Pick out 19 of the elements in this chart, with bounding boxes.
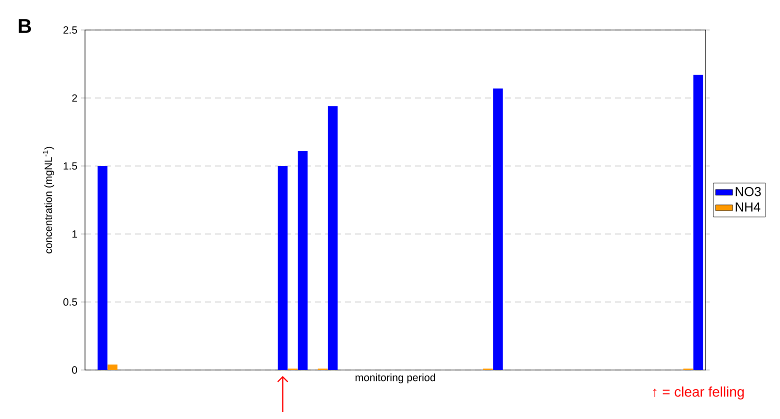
- y-tick-label: 1: [72, 230, 77, 238]
- x-axis-title: monitoring period: [356, 374, 436, 384]
- y-tick-label: 1.5: [64, 162, 78, 170]
- bar: [328, 106, 338, 370]
- bar: [278, 166, 288, 370]
- bar: [493, 88, 503, 370]
- text: ↑ = clear felling: [653, 386, 744, 400]
- legend-label: NH4: [736, 202, 760, 212]
- y-axis-title: concentration (mgNL$^{-1}$): [42, 146, 54, 254]
- y-tick-label: 0: [72, 366, 78, 374]
- y-tick-label: 2: [72, 94, 77, 102]
- y-tick-label: 2.5: [63, 26, 78, 34]
- chart-title: B: [18, 19, 32, 33]
- y-tick-label: 0.5: [63, 298, 78, 306]
- bar: [693, 74, 704, 370]
- bar: [298, 151, 308, 370]
- bar: [108, 364, 118, 370]
- bar: [98, 166, 108, 370]
- legend-label: NO3: [736, 187, 761, 196]
